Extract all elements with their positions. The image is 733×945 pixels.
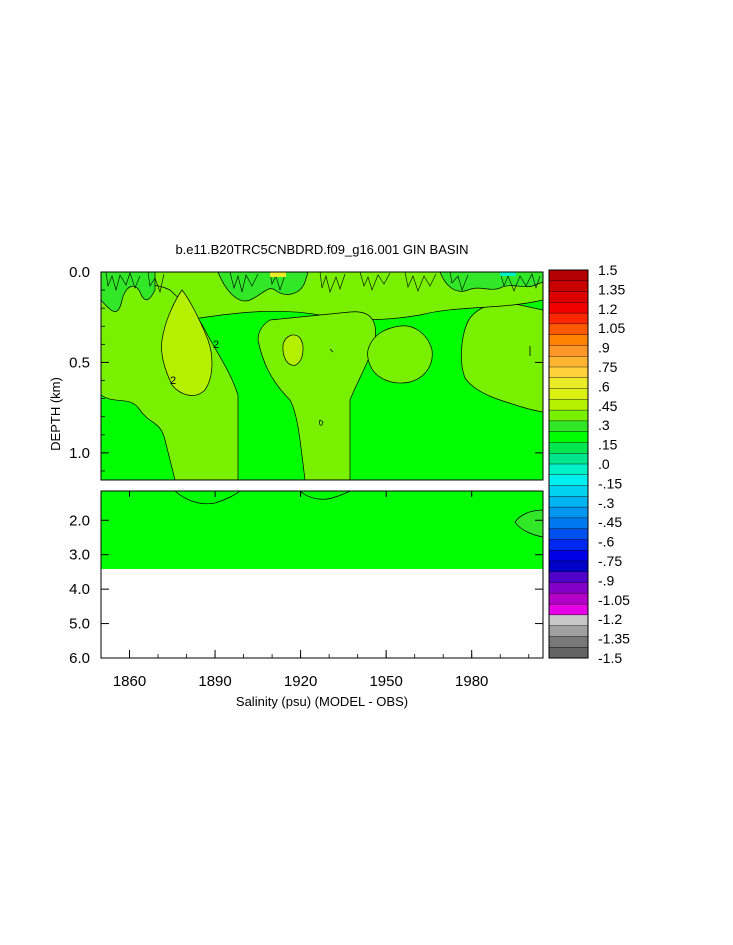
small-contour-1: [329, 348, 334, 353]
colorbar-swatch: [548, 550, 589, 562]
colorbar: 1.5 1.35 1.2 1.05 .9 .75 .6 .45 .3 .15 .0 -.15 -.3 -.…: [548, 262, 630, 666]
cell-1925: [282, 334, 304, 366]
colorbar-swatch: [548, 496, 589, 508]
lower-panel-nodata: [101, 569, 543, 658]
colorbar-swatch: [548, 431, 589, 443]
colorbar-label: .75: [598, 359, 618, 375]
colorbar-swatch: [548, 474, 589, 487]
contour-label-1: 2: [213, 339, 219, 351]
colorbar-label: .9: [598, 340, 610, 356]
y-tick-label: 1.0: [69, 445, 90, 462]
colorbar-label: -.9: [598, 572, 615, 588]
colorbar-swatch: [548, 291, 589, 303]
colorbar-swatch: [548, 603, 589, 616]
colorbar-swatch: [548, 399, 589, 411]
colorbar-swatch: [548, 560, 589, 573]
lower-panel: [101, 491, 543, 658]
lower-panel-frame: [100, 490, 544, 659]
chart-title: b.e11.B20TRC5CNBDRD.f09_g16.001 GIN BASI…: [175, 242, 468, 257]
colorbar-swatch: [548, 323, 589, 336]
y-tick-label: 3.0: [69, 547, 90, 564]
colorbar-swatch: [548, 269, 589, 282]
x-axis-label: Salinity (psu) (MODEL - OBS): [236, 694, 408, 709]
low-region-right: [439, 272, 543, 292]
colorbar-label: -1.35: [598, 631, 630, 647]
colorbar-swatch: [548, 377, 589, 390]
y-tick-label: 5.0: [69, 616, 90, 633]
colorbar-swatch: [548, 539, 589, 551]
lower-panel-data: [101, 491, 543, 569]
colorbar-label: 1.35: [598, 281, 625, 297]
colorbar-swatch: [548, 388, 589, 400]
colorbar-label: -.3: [598, 495, 615, 511]
y-tick-label: 2.0: [69, 512, 90, 529]
cell-1960: [367, 325, 433, 384]
plume-1890-core: [161, 289, 213, 396]
colorbar-swatch: [548, 409, 589, 422]
x-tick-label: 1920: [284, 673, 317, 690]
colorbar-label: -.15: [598, 475, 622, 491]
colorbar-swatch: [548, 442, 589, 454]
colorbar-swatch: [548, 582, 589, 594]
lower-contour-2: [299, 491, 351, 500]
y-tick-label: 4.0: [69, 581, 90, 598]
lower-contour-1: [174, 491, 241, 505]
colorbar-label: .15: [598, 437, 618, 453]
colorbar-label: -1.2: [598, 611, 622, 627]
colorbar-label: .45: [598, 398, 618, 414]
low-region-mid: [217, 272, 309, 302]
small-contour-3: [319, 419, 324, 426]
axes: 1860 1890 1920 1950 1980 0.0 0.5 1.0 2.0 3.0 4.0 5.…: [69, 264, 543, 690]
upper-panel-frame: [100, 271, 544, 481]
surface-warm-cell: [270, 272, 286, 277]
colorbar-swatch: [548, 506, 589, 519]
lower-right-cell: [514, 509, 543, 538]
colorbar-swatch: [548, 463, 589, 476]
colorbar-swatch: [548, 312, 589, 325]
y-axis-label: DEPTH (km): [48, 377, 63, 451]
colorbar-label: -1.05: [598, 592, 630, 608]
colorbar-swatch: [548, 625, 589, 637]
colorbar-swatch: [548, 345, 589, 357]
colorbar-swatch: [548, 614, 589, 627]
colorbar-label: .0: [598, 456, 610, 472]
colorbar-label: -1.5: [598, 650, 622, 666]
y-tick-label: 0.5: [69, 354, 90, 371]
surface-cool-cell: [500, 272, 516, 276]
upper-panel: [101, 272, 543, 480]
colorbar-label: .6: [598, 378, 610, 394]
colorbar-swatch: [548, 528, 589, 540]
colorbar-swatch: [548, 420, 589, 433]
y-tick-label: 0.0: [69, 264, 90, 281]
colorbar-label: .3: [598, 417, 610, 433]
colorbar-swatch: [548, 302, 589, 314]
colorbar-label: -.75: [598, 553, 622, 569]
x-tick-label: 1980: [455, 673, 488, 690]
colorbar-swatch: [548, 280, 589, 293]
colorbar-swatch: [548, 517, 589, 530]
colorbar-label: -.45: [598, 514, 622, 530]
colorbar-label: 1.5: [598, 262, 618, 278]
colorbar-label: -.6: [598, 534, 615, 550]
colorbar-swatch: [548, 485, 589, 497]
colorbar-swatch: [548, 647, 589, 659]
colorbar-label: 1.2: [598, 301, 618, 317]
colorbar-swatch: [548, 593, 589, 605]
x-tick-label: 1890: [198, 673, 231, 690]
colorbar-swatch: [548, 334, 589, 346]
colorbar-swatch: [548, 571, 589, 584]
x-tick-label: 1950: [369, 673, 402, 690]
x-tick-label: 1860: [113, 673, 146, 690]
colorbar-swatch: [548, 356, 589, 368]
colorbar-swatch: [548, 636, 589, 648]
colorbar-frame: [548, 269, 589, 659]
colorbar-label: 1.05: [598, 320, 625, 336]
contour-label-2: 2: [170, 375, 176, 387]
colorbar-swatch: [548, 453, 589, 465]
colorbar-swatch: [548, 366, 589, 379]
y-tick-label: 6.0: [69, 650, 90, 667]
